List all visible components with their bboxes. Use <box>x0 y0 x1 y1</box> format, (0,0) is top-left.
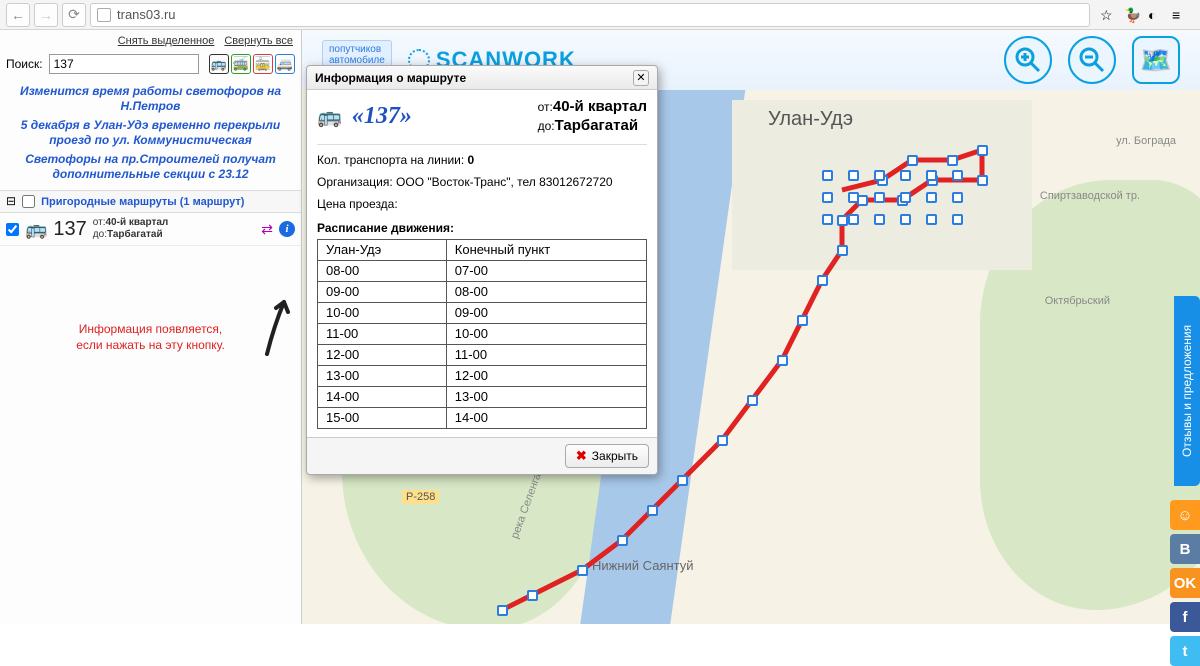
social-button[interactable]: B <box>1170 534 1200 564</box>
bus-stop-marker[interactable] <box>977 175 988 186</box>
dialog-close-icon[interactable]: ✕ <box>633 70 649 86</box>
bus-stop-marker[interactable] <box>527 590 538 601</box>
info-button[interactable]: i <box>279 221 295 237</box>
bus-stop-marker[interactable] <box>907 155 918 166</box>
reload-button[interactable]: ⟳ <box>62 3 86 27</box>
ext-icon-2[interactable]: ◐ <box>1148 7 1164 23</box>
deselect-link[interactable]: Снять выделенное <box>118 35 215 47</box>
forward-button[interactable]: → <box>34 3 58 27</box>
browser-chrome: ← → ⟳ trans03.ru ☆ 🦆 ◐ ≡ <box>0 0 1200 30</box>
bus-stop-marker[interactable] <box>926 214 937 225</box>
bus-stop-marker[interactable] <box>926 192 937 203</box>
bus-stop-marker[interactable] <box>797 315 808 326</box>
bus-stop-marker[interactable] <box>837 245 848 256</box>
category-checkbox[interactable] <box>22 195 35 208</box>
bus-stop-marker[interactable] <box>874 214 885 225</box>
bus-stop-marker[interactable] <box>717 435 728 446</box>
category-row[interactable]: ⊟ Пригородные маршруты (1 маршрут) <box>0 190 301 213</box>
collapse-link[interactable]: Свернуть все <box>224 35 293 47</box>
ext-icon-1[interactable]: 🦆 <box>1124 7 1140 23</box>
bus-stop-marker[interactable] <box>900 192 911 203</box>
site-icon <box>97 8 111 22</box>
annotation-arrow <box>262 296 292 356</box>
news-block: Изменится время работы светофоров на Н.П… <box>0 80 301 190</box>
dialog-title: Информация о маршруте <box>315 71 466 85</box>
table-row: 13-0012-00 <box>318 365 647 386</box>
bus-stop-marker[interactable] <box>952 192 963 203</box>
table-row: 10-0009-00 <box>318 302 647 323</box>
social-button[interactable]: ☺ <box>1170 500 1200 530</box>
bus-stop-marker[interactable] <box>497 605 508 616</box>
dialog-route-number: «137» <box>352 103 412 130</box>
menu-icon[interactable]: ≡ <box>1172 7 1188 23</box>
bus-stop-marker[interactable] <box>874 192 885 203</box>
news-link[interactable]: Изменится время работы светофоров на Н.П… <box>6 84 295 114</box>
search-label: Поиск: <box>6 57 43 71</box>
bus-icon: 🚌 <box>317 104 342 129</box>
bus-stop-marker[interactable] <box>848 192 859 203</box>
feedback-tab[interactable]: Отзывы и предложения <box>1174 296 1200 486</box>
transport-filter[interactable]: 🚐 <box>275 54 295 74</box>
social-button[interactable]: t <box>1170 636 1200 666</box>
bus-stop-marker[interactable] <box>874 170 885 181</box>
bus-stop-marker[interactable] <box>822 170 833 181</box>
table-row: 15-0014-00 <box>318 407 647 428</box>
route-checkbox[interactable] <box>6 223 19 236</box>
direction-icon[interactable]: ⇄ <box>261 221 273 238</box>
social-button[interactable]: f <box>1170 602 1200 632</box>
sidebar: Снять выделенное Свернуть все Поиск: 🚌🚎🚋… <box>0 30 302 624</box>
news-link[interactable]: Светофоры на пр.Строителей получат допол… <box>6 152 295 182</box>
close-button[interactable]: ✖ Закрыть <box>565 444 649 468</box>
url-text: trans03.ru <box>117 7 176 22</box>
news-link[interactable]: 5 декабря в Улан-Удэ временно перекрыли … <box>6 118 295 148</box>
bus-stop-marker[interactable] <box>647 505 658 516</box>
bus-icon: 🚌 <box>25 219 47 240</box>
bus-stop-marker[interactable] <box>900 170 911 181</box>
bus-stop-marker[interactable] <box>822 192 833 203</box>
bus-stop-marker[interactable] <box>926 170 937 181</box>
search-input[interactable] <box>49 54 199 74</box>
bus-stop-marker[interactable] <box>617 535 628 546</box>
extensions: ☆ 🦆 ◐ ≡ <box>1094 7 1194 23</box>
transport-filter[interactable]: 🚌 <box>209 54 229 74</box>
bus-stop-marker[interactable] <box>848 170 859 181</box>
social-buttons: ☺ B OK ft <box>1170 500 1200 666</box>
bus-stop-marker[interactable] <box>817 275 828 286</box>
schedule-table: Улан-УдэКонечный пункт 08-0007-0009-0008… <box>317 239 647 429</box>
bus-stop-marker[interactable] <box>900 214 911 225</box>
transport-filter[interactable]: 🚋 <box>253 54 273 74</box>
bus-stop-marker[interactable] <box>947 155 958 166</box>
table-row: 11-0010-00 <box>318 323 647 344</box>
bus-stop-marker[interactable] <box>577 565 588 576</box>
transport-filter[interactable]: 🚎 <box>231 54 251 74</box>
bus-stop-marker[interactable] <box>822 214 833 225</box>
route-number: 137 <box>53 218 86 241</box>
bus-stop-marker[interactable] <box>952 170 963 181</box>
bus-stop-marker[interactable] <box>952 214 963 225</box>
back-button[interactable]: ← <box>6 3 30 27</box>
route-row[interactable]: 🚌 137 от:40-й квартал до:Тарбагатай ⇄ i <box>0 213 301 246</box>
table-row: 08-0007-00 <box>318 260 647 281</box>
bus-stop-marker[interactable] <box>848 214 859 225</box>
table-row: 09-0008-00 <box>318 281 647 302</box>
bus-stop-marker[interactable] <box>837 215 848 226</box>
zoom-in-button[interactable] <box>1004 36 1052 84</box>
close-x-icon: ✖ <box>576 448 587 464</box>
transport-filters: 🚌🚎🚋🚐 <box>209 54 295 74</box>
table-row: 14-0013-00 <box>318 386 647 407</box>
zoom-out-button[interactable] <box>1068 36 1116 84</box>
table-row: 12-0011-00 <box>318 344 647 365</box>
route-info-dialog: Информация о маршруте ✕ 🚌 «137» от:40-й … <box>306 65 658 475</box>
map-layers-button[interactable]: 🗺️ <box>1132 36 1180 84</box>
address-bar[interactable]: trans03.ru <box>90 3 1090 27</box>
bus-stop-marker[interactable] <box>677 475 688 486</box>
bus-stop-marker[interactable] <box>977 145 988 156</box>
social-button[interactable]: OK <box>1170 568 1200 598</box>
star-icon[interactable]: ☆ <box>1100 7 1116 23</box>
hint-text: Информация появляется,если нажать на эту… <box>0 321 301 353</box>
collapse-icon[interactable]: ⊟ <box>6 194 16 209</box>
category-label: Пригородные маршруты (1 маршрут) <box>41 196 244 208</box>
bus-stop-marker[interactable] <box>747 395 758 406</box>
bus-stop-marker[interactable] <box>777 355 788 366</box>
